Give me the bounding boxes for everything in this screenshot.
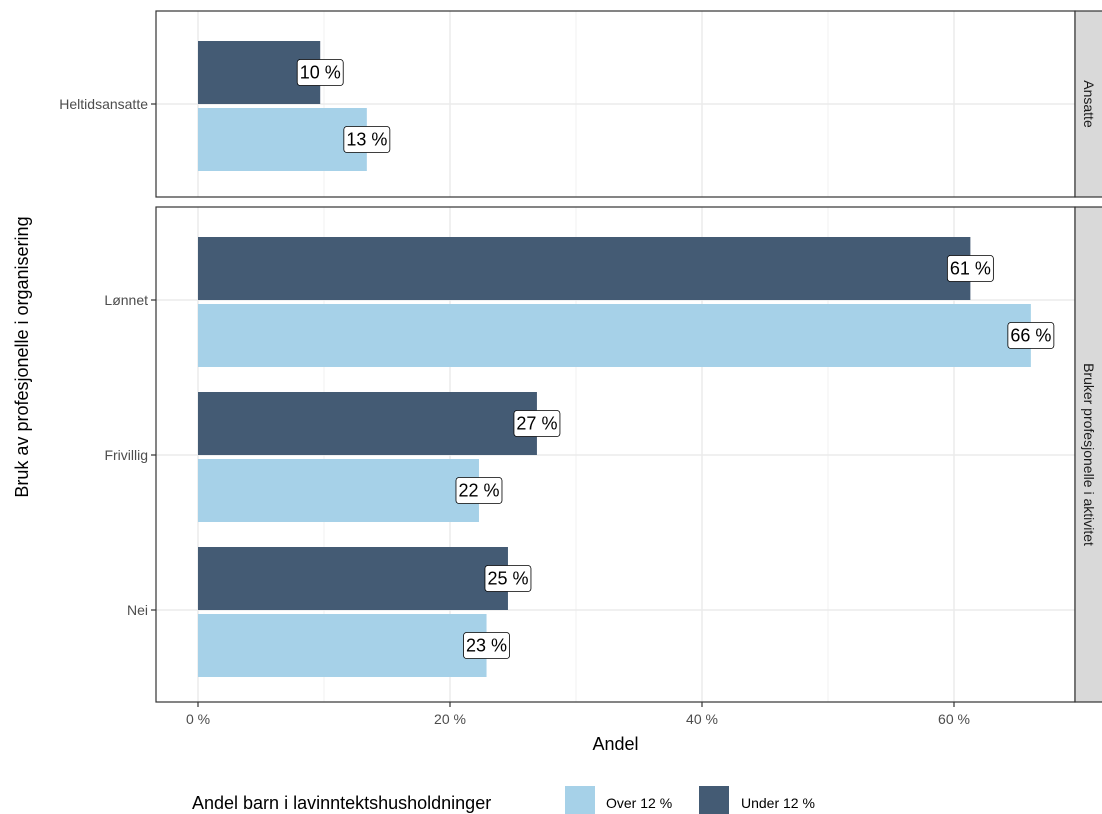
data-label: 22 %	[455, 477, 503, 504]
y-tick-label: Lønnet	[104, 292, 148, 308]
data-label-text: 10 %	[300, 63, 341, 83]
data-label: 25 %	[484, 565, 532, 592]
legend-title: Andel barn i lavinntektshusholdninger	[192, 793, 491, 813]
data-label-text: 22 %	[458, 481, 499, 501]
y-tick-label: Frivillig	[104, 447, 148, 463]
legend-label: Over 12 %	[606, 795, 672, 811]
facet-strip-label: Ansatte	[1081, 80, 1097, 128]
data-label-box	[463, 632, 510, 659]
x-tick-label: 60 %	[938, 711, 970, 727]
data-label-box	[513, 410, 561, 437]
data-label-text: 13 %	[346, 130, 387, 150]
data-label-box	[296, 59, 344, 86]
data-label-text: 27 %	[516, 414, 557, 434]
data-label-box	[343, 126, 391, 153]
bar	[198, 304, 1031, 367]
facet-strip	[1074, 206, 1102, 703]
data-label-text: 25 %	[487, 569, 528, 589]
bar	[198, 392, 537, 455]
y-axis-title: Bruk av profesjonelle i organisering	[12, 216, 32, 497]
x-axis-title: Andel	[592, 734, 638, 754]
y-tick-label: Heltidsansatte	[59, 96, 148, 112]
bar	[198, 614, 487, 677]
bar	[198, 108, 367, 171]
data-label-box	[1007, 322, 1055, 349]
data-label-box	[484, 565, 532, 592]
legend-label: Under 12 %	[741, 795, 815, 811]
data-label: 61 %	[946, 255, 994, 282]
x-tick-label: 0 %	[186, 711, 210, 727]
data-label: 13 %	[343, 126, 391, 153]
bar	[198, 237, 971, 300]
facet-strip	[1074, 10, 1102, 198]
data-label-box	[946, 255, 994, 282]
facet-panel-1: Ansatte	[155, 10, 1102, 198]
legend-key	[565, 786, 595, 814]
data-label-text: 61 %	[950, 259, 991, 279]
data-label: 27 %	[513, 410, 561, 437]
facet-strip-label: Bruker profesjonelle i aktivitet	[1081, 363, 1097, 546]
data-label: 10 %	[296, 59, 344, 86]
bar	[198, 459, 479, 522]
bar	[198, 547, 508, 610]
data-label-text: 23 %	[466, 636, 507, 656]
data-label: 66 %	[1007, 322, 1055, 349]
data-label-box	[455, 477, 503, 504]
data-label-text: 66 %	[1010, 326, 1051, 346]
x-tick-label: 20 %	[434, 711, 466, 727]
legend-key	[699, 786, 729, 814]
x-tick-label: 40 %	[686, 711, 718, 727]
data-label: 23 %	[463, 632, 510, 659]
y-tick-label: Nei	[127, 602, 148, 618]
